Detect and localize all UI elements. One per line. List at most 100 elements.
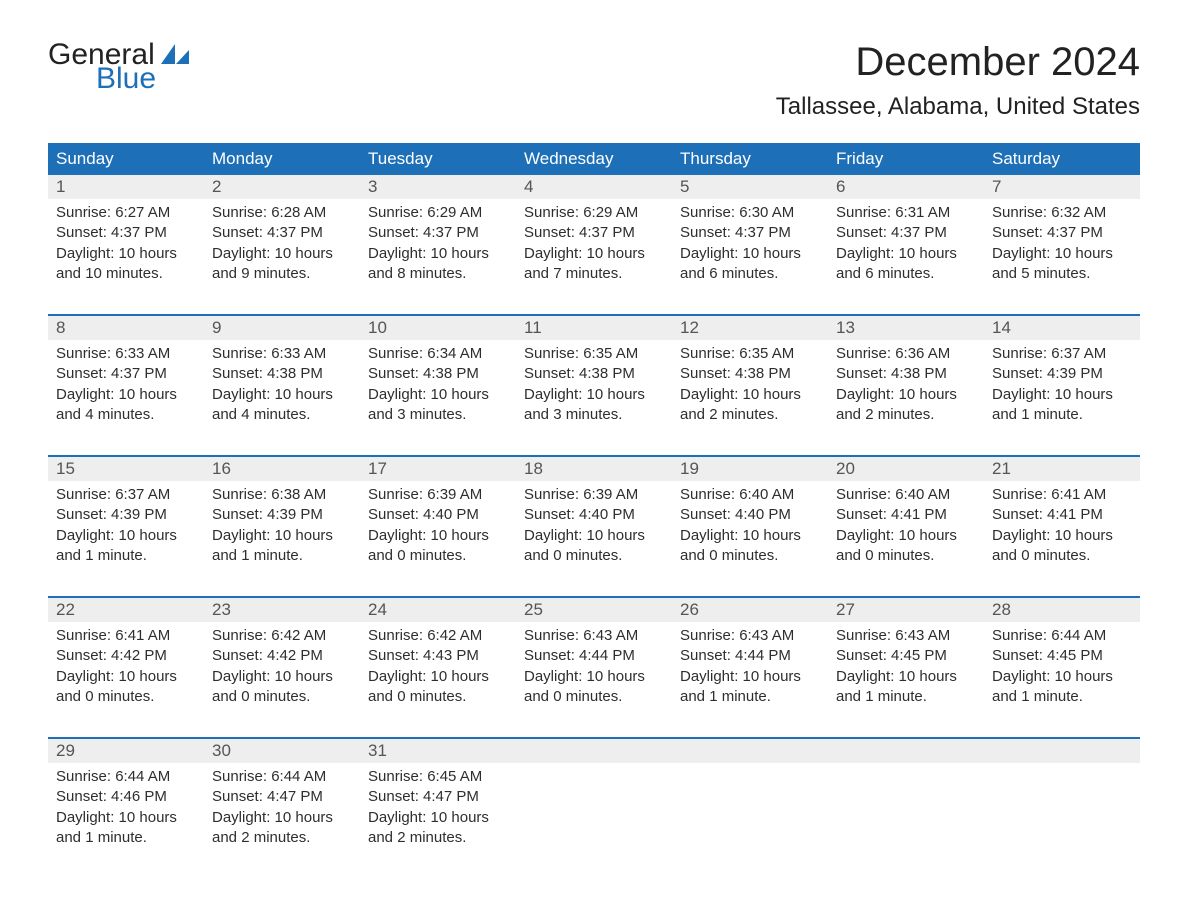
calendar: SundayMondayTuesdayWednesdayThursdayFrid… [48,143,1140,860]
sunrise-line: Sunrise: 6:43 AM [680,626,820,646]
sunrise-line: Sunrise: 6:31 AM [836,203,976,223]
title-block: December 2024 Tallassee, Alabama, United… [776,40,1140,137]
day-number: 10 [360,316,516,340]
calendar-week: 8Sunrise: 6:33 AMSunset: 4:37 PMDaylight… [48,314,1140,437]
sunset-line: Sunset: 4:41 PM [836,505,976,525]
day-number [516,739,672,763]
day-number: 1 [48,175,204,199]
sunrise-line: Sunrise: 6:45 AM [368,767,508,787]
day-number: 20 [828,457,984,481]
day-details: Sunrise: 6:40 AMSunset: 4:40 PMDaylight:… [680,485,820,566]
day-details: Sunrise: 6:40 AMSunset: 4:41 PMDaylight:… [836,485,976,566]
sunset-line: Sunset: 4:44 PM [680,646,820,666]
weekday-header: Tuesday [360,143,516,175]
day-number: 7 [984,175,1140,199]
weekday-header: Thursday [672,143,828,175]
calendar-week: 29Sunrise: 6:44 AMSunset: 4:46 PMDayligh… [48,737,1140,860]
day-number: 4 [516,175,672,199]
day-details: Sunrise: 6:37 AMSunset: 4:39 PMDaylight:… [992,344,1132,425]
sunrise-line: Sunrise: 6:35 AM [680,344,820,364]
calendar-day: 13Sunrise: 6:36 AMSunset: 4:38 PMDayligh… [828,316,984,437]
day-number: 13 [828,316,984,340]
daylight-line: Daylight: 10 hours and 0 minutes. [836,526,976,567]
calendar-day: 14Sunrise: 6:37 AMSunset: 4:39 PMDayligh… [984,316,1140,437]
day-number: 11 [516,316,672,340]
daylight-line: Daylight: 10 hours and 1 minute. [992,667,1132,708]
sunrise-line: Sunrise: 6:29 AM [368,203,508,223]
sunset-line: Sunset: 4:37 PM [836,223,976,243]
daylight-line: Daylight: 10 hours and 1 minute. [56,808,196,849]
sunset-line: Sunset: 4:42 PM [212,646,352,666]
daylight-line: Daylight: 10 hours and 0 minutes. [524,526,664,567]
day-number: 8 [48,316,204,340]
sunset-line: Sunset: 4:44 PM [524,646,664,666]
daylight-line: Daylight: 10 hours and 4 minutes. [56,385,196,426]
sunrise-line: Sunrise: 6:41 AM [56,626,196,646]
day-details: Sunrise: 6:41 AMSunset: 4:41 PMDaylight:… [992,485,1132,566]
calendar-weeks: 1Sunrise: 6:27 AMSunset: 4:37 PMDaylight… [48,175,1140,860]
sunset-line: Sunset: 4:38 PM [836,364,976,384]
calendar-day: 17Sunrise: 6:39 AMSunset: 4:40 PMDayligh… [360,457,516,578]
sunset-line: Sunset: 4:37 PM [56,364,196,384]
sunrise-line: Sunrise: 6:34 AM [368,344,508,364]
daylight-line: Daylight: 10 hours and 2 minutes. [836,385,976,426]
daylight-line: Daylight: 10 hours and 1 minute. [836,667,976,708]
day-number: 3 [360,175,516,199]
day-number: 25 [516,598,672,622]
day-number: 2 [204,175,360,199]
day-details: Sunrise: 6:43 AMSunset: 4:44 PMDaylight:… [524,626,664,707]
daylight-line: Daylight: 10 hours and 0 minutes. [524,667,664,708]
calendar-day: 31Sunrise: 6:45 AMSunset: 4:47 PMDayligh… [360,739,516,860]
sunset-line: Sunset: 4:39 PM [56,505,196,525]
calendar-day: 24Sunrise: 6:42 AMSunset: 4:43 PMDayligh… [360,598,516,719]
daylight-line: Daylight: 10 hours and 9 minutes. [212,244,352,285]
calendar-day: 28Sunrise: 6:44 AMSunset: 4:45 PMDayligh… [984,598,1140,719]
logo-sail-icon [161,44,189,64]
day-details: Sunrise: 6:44 AMSunset: 4:46 PMDaylight:… [56,767,196,848]
daylight-line: Daylight: 10 hours and 0 minutes. [992,526,1132,567]
calendar-day [828,739,984,860]
day-details: Sunrise: 6:41 AMSunset: 4:42 PMDaylight:… [56,626,196,707]
day-details: Sunrise: 6:30 AMSunset: 4:37 PMDaylight:… [680,203,820,284]
calendar-day: 29Sunrise: 6:44 AMSunset: 4:46 PMDayligh… [48,739,204,860]
calendar-day: 30Sunrise: 6:44 AMSunset: 4:47 PMDayligh… [204,739,360,860]
calendar-day: 26Sunrise: 6:43 AMSunset: 4:44 PMDayligh… [672,598,828,719]
day-details: Sunrise: 6:32 AMSunset: 4:37 PMDaylight:… [992,203,1132,284]
sunset-line: Sunset: 4:40 PM [524,505,664,525]
header: General Blue December 2024 Tallassee, Al… [48,40,1140,137]
day-number: 30 [204,739,360,763]
day-number: 23 [204,598,360,622]
weekday-header: Saturday [984,143,1140,175]
calendar-week: 1Sunrise: 6:27 AMSunset: 4:37 PMDaylight… [48,175,1140,296]
sunset-line: Sunset: 4:40 PM [368,505,508,525]
sunrise-line: Sunrise: 6:30 AM [680,203,820,223]
sunrise-line: Sunrise: 6:42 AM [368,626,508,646]
daylight-line: Daylight: 10 hours and 1 minute. [992,385,1132,426]
sunset-line: Sunset: 4:37 PM [56,223,196,243]
sunset-line: Sunset: 4:40 PM [680,505,820,525]
day-details: Sunrise: 6:43 AMSunset: 4:44 PMDaylight:… [680,626,820,707]
sunrise-line: Sunrise: 6:37 AM [992,344,1132,364]
sunrise-line: Sunrise: 6:27 AM [56,203,196,223]
sunset-line: Sunset: 4:37 PM [368,223,508,243]
day-number: 9 [204,316,360,340]
day-number: 31 [360,739,516,763]
sunrise-line: Sunrise: 6:37 AM [56,485,196,505]
day-details: Sunrise: 6:31 AMSunset: 4:37 PMDaylight:… [836,203,976,284]
calendar-day: 9Sunrise: 6:33 AMSunset: 4:38 PMDaylight… [204,316,360,437]
day-number [984,739,1140,763]
calendar-day: 6Sunrise: 6:31 AMSunset: 4:37 PMDaylight… [828,175,984,296]
day-details: Sunrise: 6:39 AMSunset: 4:40 PMDaylight:… [368,485,508,566]
daylight-line: Daylight: 10 hours and 7 minutes. [524,244,664,285]
sunrise-line: Sunrise: 6:40 AM [836,485,976,505]
sunrise-line: Sunrise: 6:33 AM [212,344,352,364]
daylight-line: Daylight: 10 hours and 5 minutes. [992,244,1132,285]
daylight-line: Daylight: 10 hours and 3 minutes. [368,385,508,426]
sunrise-line: Sunrise: 6:39 AM [368,485,508,505]
calendar-day [984,739,1140,860]
logo: General Blue [48,40,189,94]
sunset-line: Sunset: 4:42 PM [56,646,196,666]
daylight-line: Daylight: 10 hours and 2 minutes. [368,808,508,849]
location-subtitle: Tallassee, Alabama, United States [776,93,1140,121]
day-details: Sunrise: 6:29 AMSunset: 4:37 PMDaylight:… [368,203,508,284]
